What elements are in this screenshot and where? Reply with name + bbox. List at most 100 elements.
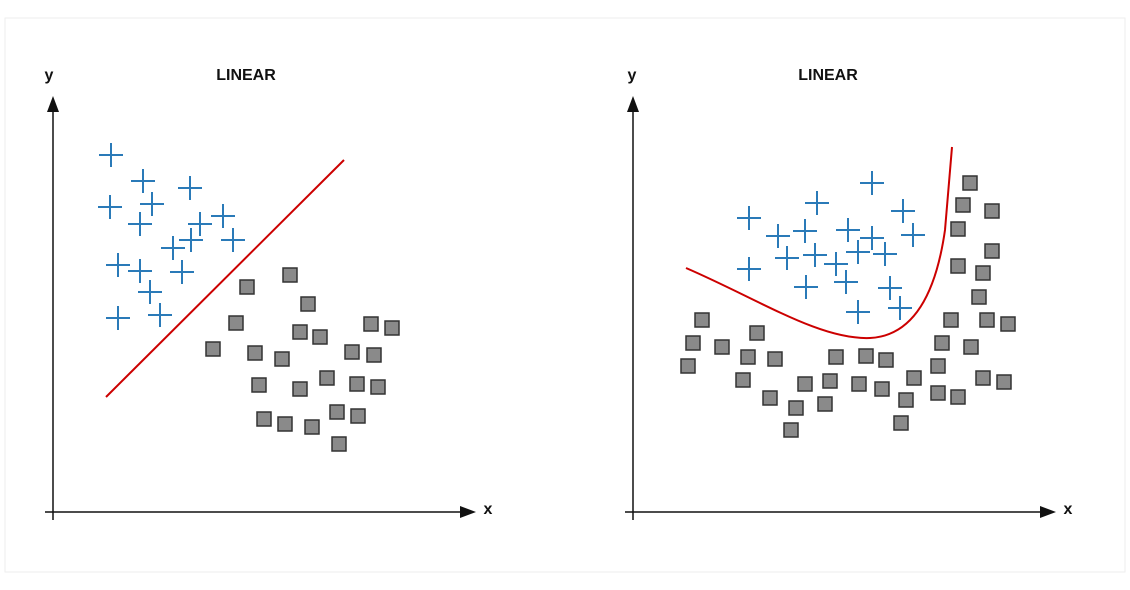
square-marker <box>971 289 987 305</box>
square-marker <box>247 345 263 361</box>
square-marker <box>797 376 813 392</box>
cross-marker <box>131 169 155 193</box>
cross-marker <box>170 260 194 284</box>
square-marker <box>950 389 966 405</box>
cross-marker <box>803 243 827 267</box>
cross-marker <box>221 228 245 252</box>
cross-marker <box>846 240 870 264</box>
y-label: y <box>45 67 54 84</box>
square-marker <box>319 370 335 386</box>
square-marker <box>955 197 971 213</box>
square-marker <box>943 312 959 328</box>
square-marker <box>256 411 272 427</box>
square-marker <box>979 312 995 328</box>
cross-marker <box>794 275 818 299</box>
square-marker <box>304 419 320 435</box>
panel-title: LINEAR <box>216 67 276 84</box>
square-marker <box>735 372 751 388</box>
cross-marker <box>860 171 884 195</box>
square-marker <box>363 316 379 332</box>
square-marker <box>996 374 1012 390</box>
square-marker <box>930 385 946 401</box>
square-marker <box>893 415 909 431</box>
cross-marker <box>106 306 130 330</box>
square-marker <box>312 329 328 345</box>
cross-marker <box>766 224 790 248</box>
square-marker <box>851 376 867 392</box>
x-arrow <box>1040 506 1056 518</box>
cross-marker <box>128 212 152 236</box>
square-marker <box>934 335 950 351</box>
cross-marker <box>860 226 884 250</box>
square-marker <box>740 349 756 365</box>
cross-marker <box>901 223 925 247</box>
square-marker <box>282 267 298 283</box>
cross-marker <box>878 276 902 300</box>
square-marker <box>685 335 701 351</box>
square-marker <box>239 279 255 295</box>
square-marker <box>300 296 316 312</box>
square-marker <box>898 392 914 408</box>
square-marker <box>694 312 710 328</box>
square-marker <box>762 390 778 406</box>
panel-right: y LINEAR x <box>625 67 1073 520</box>
cross-marker <box>161 236 185 260</box>
decision-boundary <box>685 146 953 340</box>
y-arrow <box>627 96 639 112</box>
cross-marker <box>140 192 164 216</box>
cross-marker <box>211 204 235 228</box>
cross-marker <box>824 252 848 276</box>
cross-marker <box>873 242 897 266</box>
cross-marker <box>891 199 915 223</box>
square-marker <box>251 377 267 393</box>
cross-marker <box>775 246 799 270</box>
square-marker <box>331 436 347 452</box>
square-marker <box>788 400 804 416</box>
square-marker <box>366 347 382 363</box>
cross-marker <box>148 303 172 327</box>
cross-marker <box>846 300 870 324</box>
square-marker <box>963 339 979 355</box>
square-marker <box>975 265 991 281</box>
square-marker <box>930 358 946 374</box>
square-marker <box>1000 316 1016 332</box>
cross-marker <box>793 219 817 243</box>
points <box>680 171 1016 438</box>
square-marker <box>950 258 966 274</box>
cross-marker <box>836 218 860 242</box>
square-marker <box>749 325 765 341</box>
square-marker <box>828 349 844 365</box>
x-label: x <box>484 501 493 518</box>
square-marker <box>950 221 966 237</box>
square-marker <box>874 381 890 397</box>
square-marker <box>984 243 1000 259</box>
y-arrow <box>47 96 59 112</box>
cross-marker <box>888 296 912 320</box>
square-marker <box>822 373 838 389</box>
square-marker <box>344 344 360 360</box>
square-marker <box>384 320 400 336</box>
square-marker <box>714 339 730 355</box>
square-marker <box>783 422 799 438</box>
cross-marker <box>834 270 858 294</box>
cross-marker <box>737 206 761 230</box>
cross-marker <box>737 257 761 281</box>
points <box>98 143 400 452</box>
square-marker <box>767 351 783 367</box>
square-marker <box>329 404 345 420</box>
square-marker <box>205 341 221 357</box>
square-marker <box>962 175 978 191</box>
cross-marker <box>805 191 829 215</box>
square-marker <box>228 315 244 331</box>
cross-marker <box>106 253 130 277</box>
cross-marker <box>128 259 152 283</box>
panel-title: LINEAR <box>798 67 858 84</box>
square-marker <box>817 396 833 412</box>
x-arrow <box>460 506 476 518</box>
y-label: y <box>628 67 637 84</box>
frame <box>4 17 1126 573</box>
square-marker <box>277 416 293 432</box>
square-marker <box>975 370 991 386</box>
square-marker <box>274 351 290 367</box>
cross-marker <box>138 280 162 304</box>
